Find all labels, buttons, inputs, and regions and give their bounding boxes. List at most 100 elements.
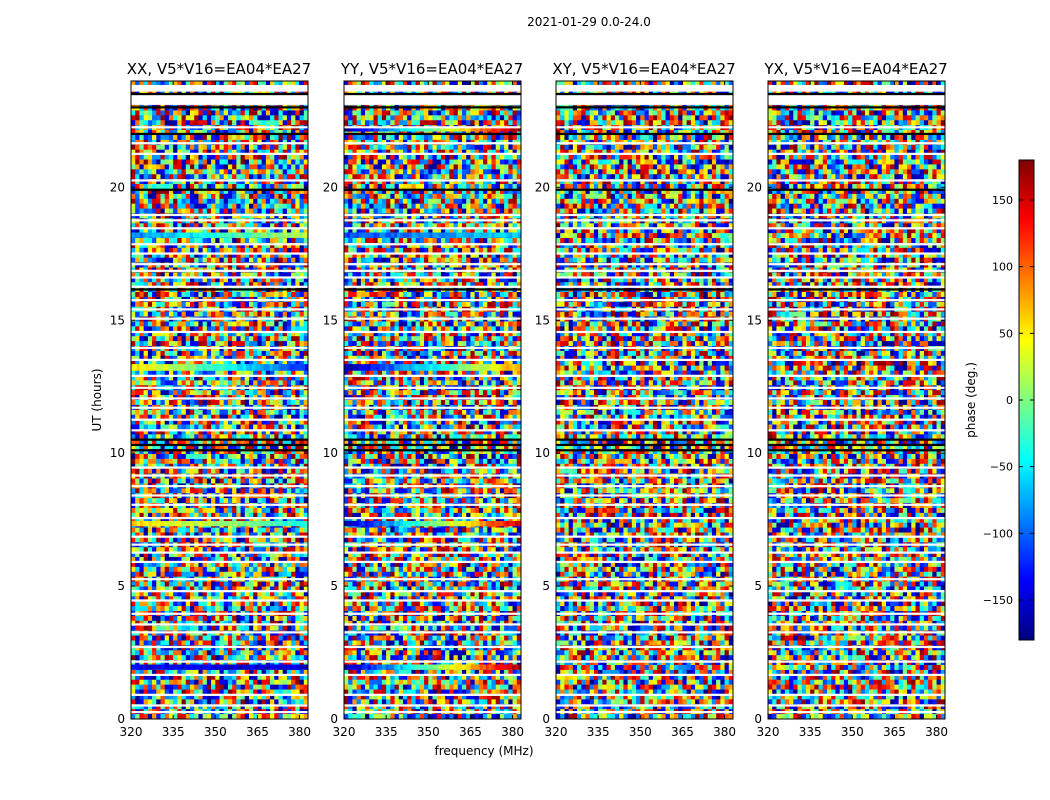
heatmap-cell [177, 292, 182, 297]
heatmap-cell [279, 115, 284, 120]
heatmap-cell [194, 302, 199, 307]
heatmap-cell [182, 160, 187, 165]
heatmap-cell [152, 209, 157, 214]
heatmap-cell [232, 120, 237, 125]
heatmap-cell [257, 120, 262, 125]
heatmap-cell [152, 302, 157, 307]
heatmap-cell [270, 160, 275, 165]
heatmap-cell [220, 194, 225, 199]
heatmap-cell [207, 292, 212, 297]
heatmap-cell [241, 258, 246, 263]
heatmap-cell [291, 302, 296, 307]
heatmap-cell [257, 194, 262, 199]
heatmap-cell [190, 169, 195, 174]
heatmap-cell [215, 204, 220, 209]
heatmap-cell [262, 174, 267, 179]
heatmap-cell [135, 174, 140, 179]
heatmap-cell [186, 302, 191, 307]
heatmap-cell [186, 115, 191, 120]
heatmap-cell [207, 238, 212, 243]
heatmap-cell [274, 135, 279, 140]
heatmap-cell [207, 145, 212, 150]
heatmap-cell [241, 238, 246, 243]
heatmap-cell [131, 199, 136, 204]
heatmap-cell [169, 194, 174, 199]
heatmap-cell [173, 292, 178, 297]
heatmap-cell [177, 184, 182, 189]
heatmap-cell [241, 110, 246, 115]
heatmap-cell [139, 312, 144, 317]
heatmap-cell [241, 302, 246, 307]
heatmap-cell [190, 184, 195, 189]
heatmap-cell [253, 194, 258, 199]
heatmap-cell [262, 184, 267, 189]
heatmap-cell [279, 145, 284, 150]
heatmap-cell [224, 258, 229, 263]
heatmap-cell [152, 292, 157, 297]
heatmap-cell [236, 312, 241, 317]
heatmap-cell [215, 115, 220, 120]
heatmap-cell [245, 120, 250, 125]
heatmap-cell [211, 302, 216, 307]
heatmap-cell [207, 209, 212, 214]
heatmap-cell [295, 120, 300, 125]
heatmap-cell [274, 174, 279, 179]
heatmap-cell [156, 155, 161, 160]
heatmap-cell [144, 292, 149, 297]
heatmap-cell [228, 184, 233, 189]
heatmap-cell [257, 204, 262, 209]
heatmap-cell [177, 164, 182, 169]
heatmap-cell [232, 184, 237, 189]
heatmap-cell [173, 209, 178, 214]
heatmap-cell [135, 238, 140, 243]
heatmap-cell [169, 204, 174, 209]
heatmap-cell [287, 155, 292, 160]
heatmap-cell [194, 160, 199, 165]
heatmap-cell [186, 258, 191, 263]
heatmap-cell [203, 258, 208, 263]
heatmap-cell [135, 302, 140, 307]
heatmap-cell [152, 145, 157, 150]
heatmap-row [131, 135, 308, 140]
heatmap-cell [194, 209, 199, 214]
heatmap-cell [291, 164, 296, 169]
heatmap-cell [228, 164, 233, 169]
heatmap-cell [236, 155, 241, 160]
heatmap-cell [224, 302, 229, 307]
heatmap-cell [232, 145, 237, 150]
heatmap-cell [139, 248, 144, 253]
heatmap-cell [283, 184, 288, 189]
heatmap-cell [253, 199, 258, 204]
heatmap-cell [131, 258, 136, 263]
heatmap-cell [135, 160, 140, 165]
heatmap-cell [194, 115, 199, 120]
heatmap-cell [161, 174, 166, 179]
heatmap-cell [228, 302, 233, 307]
heatmap-cell [211, 135, 216, 140]
heatmap-cell [291, 199, 296, 204]
heatmap-cell [144, 302, 149, 307]
heatmap-cell [300, 204, 305, 209]
heatmap-row [131, 184, 308, 189]
heatmap-cell [131, 238, 136, 243]
heatmap-cell [198, 145, 203, 150]
heatmap-cell [144, 204, 149, 209]
heatmap-cell [211, 160, 216, 165]
heatmap-cell [131, 209, 136, 214]
heatmap-cell [207, 160, 212, 165]
heatmap-cell [249, 204, 254, 209]
heatmap-cell [232, 194, 237, 199]
heatmap-cell [274, 110, 279, 115]
heatmap-cell [295, 145, 300, 150]
heatmap-cell [186, 194, 191, 199]
heatmap-cell [135, 120, 140, 125]
heatmap-cell [257, 184, 262, 189]
heatmap-cell [173, 204, 178, 209]
heatmap-cell [139, 160, 144, 165]
heatmap-cell [148, 174, 153, 179]
heatmap-cell [152, 115, 157, 120]
heatmap-cell [266, 115, 271, 120]
heatmap-cell [253, 238, 258, 243]
heatmap-cell [236, 209, 241, 214]
heatmap-cell [257, 145, 262, 150]
